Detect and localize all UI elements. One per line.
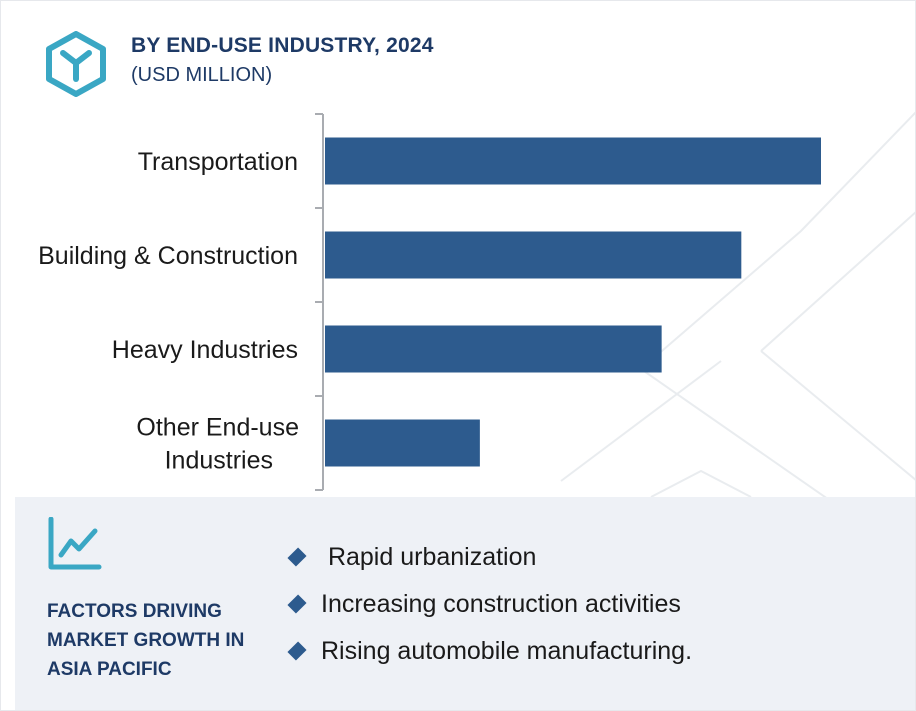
growth-factors-panel: [15, 497, 915, 710]
category-label: Transportation: [138, 148, 298, 176]
diamond-bullet-icon: [287, 641, 307, 661]
bars: [325, 137, 821, 467]
category-label: Other End-use Industries: [136, 414, 299, 475]
category-label-line: Heavy Industries: [112, 336, 298, 364]
bar: [325, 231, 742, 279]
factor-item: Rising automobile manufacturing.: [287, 636, 692, 666]
category-label: Building & Construction: [38, 242, 298, 270]
factor-item: Rapid urbanization: [287, 542, 536, 572]
category-label-line: Industries: [165, 447, 273, 475]
chart-subtitle: (USD MILLION): [131, 64, 273, 86]
factor-text: Increasing construction activities: [321, 589, 681, 618]
chart-title: BY END-USE INDUSTRY, 2024: [131, 34, 434, 57]
bar: [325, 325, 662, 373]
category-label-line: Other End-use: [136, 414, 299, 442]
bar: [325, 137, 821, 185]
category-labels: Transportation Building & Construction Hea…: [38, 148, 299, 475]
factor-text: Rising automobile manufacturing.: [321, 636, 693, 665]
diamond-bullet-icon: [287, 547, 307, 567]
category-label-line: Building & Construction: [38, 242, 298, 270]
line-chart-icon: [48, 517, 102, 570]
factor-item: Increasing construction activities: [287, 589, 681, 619]
factors-title-line: FACTORS DRIVING: [47, 601, 222, 622]
category-label-line: Transportation: [138, 148, 298, 176]
category-axis: [315, 113, 324, 491]
factors-title-line: MARKET GROWTH IN: [47, 630, 245, 651]
factors-title-line: ASIA PACIFIC: [47, 659, 172, 680]
factor-text: Rapid urbanization: [321, 542, 537, 571]
hexagon-y-icon: [46, 31, 106, 97]
category-label: Heavy Industries: [112, 336, 298, 364]
diamond-bullet-icon: [287, 594, 307, 614]
bar-chart: Transportation Building & Construction Hea…: [38, 113, 821, 491]
bar: [325, 419, 480, 467]
factors-title: FACTORS DRIVING MARKET GROWTH IN ASIA PA…: [47, 597, 287, 684]
